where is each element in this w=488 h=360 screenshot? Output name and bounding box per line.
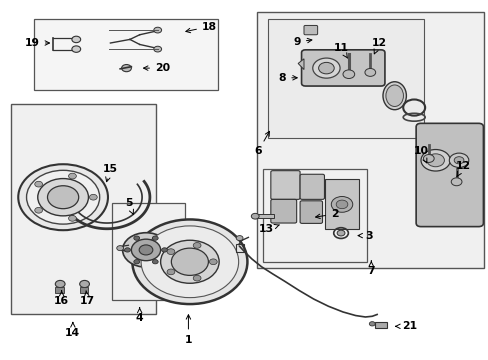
- Circle shape: [453, 157, 463, 164]
- Circle shape: [117, 246, 123, 251]
- Circle shape: [154, 27, 161, 33]
- Circle shape: [426, 154, 444, 167]
- Bar: [258, 215, 273, 218]
- Circle shape: [132, 220, 247, 304]
- Circle shape: [124, 248, 130, 252]
- Circle shape: [72, 46, 81, 52]
- FancyBboxPatch shape: [415, 123, 483, 226]
- Circle shape: [336, 230, 344, 236]
- FancyBboxPatch shape: [300, 201, 322, 224]
- FancyBboxPatch shape: [270, 199, 296, 223]
- Circle shape: [368, 321, 374, 326]
- Circle shape: [72, 36, 81, 42]
- FancyBboxPatch shape: [300, 174, 324, 199]
- Circle shape: [342, 70, 354, 78]
- Text: 21: 21: [395, 321, 416, 331]
- Circle shape: [335, 200, 347, 209]
- Circle shape: [167, 249, 175, 255]
- Polygon shape: [298, 59, 304, 69]
- Text: 12: 12: [371, 38, 386, 54]
- Text: 20: 20: [143, 63, 170, 73]
- Circle shape: [35, 207, 42, 213]
- Circle shape: [152, 260, 158, 264]
- Text: 8: 8: [278, 73, 297, 83]
- Circle shape: [193, 275, 201, 281]
- Circle shape: [209, 259, 217, 265]
- Text: 5: 5: [124, 198, 133, 214]
- Circle shape: [171, 248, 208, 275]
- Circle shape: [251, 213, 259, 219]
- Bar: [235, 244, 244, 252]
- Text: 17: 17: [80, 291, 95, 306]
- Circle shape: [134, 236, 140, 240]
- Circle shape: [122, 233, 169, 267]
- Circle shape: [161, 248, 167, 252]
- Circle shape: [26, 170, 100, 224]
- Circle shape: [154, 46, 161, 52]
- Text: 18: 18: [185, 22, 217, 33]
- Circle shape: [18, 164, 108, 230]
- Text: 6: 6: [254, 131, 269, 156]
- Text: 13: 13: [258, 224, 279, 234]
- Circle shape: [38, 179, 88, 216]
- FancyBboxPatch shape: [301, 50, 384, 86]
- Circle shape: [420, 149, 449, 171]
- Bar: [11, 104, 156, 315]
- Text: 2: 2: [315, 209, 338, 219]
- Bar: [34, 19, 217, 90]
- Circle shape: [122, 64, 131, 72]
- Circle shape: [47, 186, 79, 209]
- Circle shape: [80, 280, 89, 288]
- Text: 3: 3: [357, 231, 372, 240]
- Ellipse shape: [382, 82, 406, 110]
- Circle shape: [139, 245, 153, 255]
- Text: 14: 14: [65, 323, 80, 338]
- Circle shape: [423, 154, 433, 162]
- Circle shape: [160, 240, 219, 283]
- Text: 12: 12: [454, 161, 469, 177]
- Text: 15: 15: [102, 163, 118, 182]
- Bar: [267, 19, 423, 138]
- Text: 7: 7: [366, 261, 374, 276]
- Polygon shape: [325, 179, 358, 229]
- Circle shape: [236, 235, 243, 240]
- Circle shape: [89, 194, 97, 200]
- FancyBboxPatch shape: [270, 171, 300, 199]
- Circle shape: [68, 173, 76, 179]
- Circle shape: [68, 216, 76, 221]
- Circle shape: [167, 269, 175, 275]
- Text: 19: 19: [25, 38, 49, 48]
- Text: 16: 16: [54, 291, 69, 306]
- Text: 10: 10: [413, 146, 427, 163]
- Circle shape: [312, 58, 339, 78]
- Text: 4: 4: [136, 307, 143, 323]
- Bar: [80, 287, 88, 293]
- Circle shape: [134, 260, 140, 264]
- Bar: [112, 203, 184, 300]
- Text: 9: 9: [293, 37, 311, 47]
- Circle shape: [35, 181, 42, 187]
- Circle shape: [318, 62, 333, 74]
- Ellipse shape: [385, 85, 403, 107]
- FancyBboxPatch shape: [304, 26, 317, 35]
- Bar: [374, 321, 386, 328]
- Bar: [256, 12, 484, 268]
- Circle shape: [193, 243, 201, 248]
- Circle shape: [141, 226, 238, 298]
- Circle shape: [450, 178, 461, 186]
- Circle shape: [131, 239, 160, 261]
- Circle shape: [448, 153, 468, 167]
- Circle shape: [55, 280, 65, 288]
- Text: 11: 11: [333, 43, 348, 58]
- Circle shape: [364, 68, 375, 76]
- Circle shape: [330, 197, 352, 212]
- Bar: [55, 287, 64, 293]
- Circle shape: [152, 236, 158, 240]
- Text: 1: 1: [184, 315, 192, 345]
- Bar: [263, 168, 366, 262]
